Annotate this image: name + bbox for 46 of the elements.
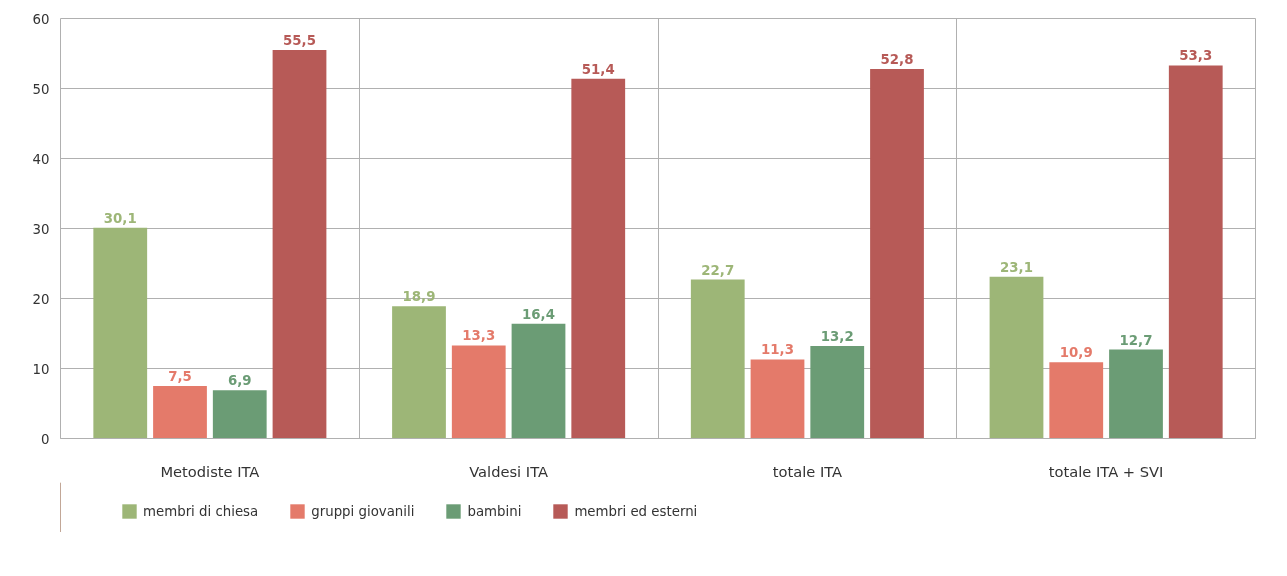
- y-tick-label: 30: [32, 221, 50, 237]
- data-label: 52,8: [880, 51, 914, 67]
- bar: [690, 279, 745, 439]
- data-label: 16,4: [522, 306, 555, 322]
- data-label: 10,9: [1059, 345, 1093, 361]
- data-label: 30,1: [103, 210, 137, 226]
- y-tick-label: 60: [32, 11, 50, 27]
- bar: [93, 227, 148, 439]
- x-tick-label: totale ITA + SVI: [1048, 462, 1164, 480]
- y-tick-label: 40: [32, 151, 50, 167]
- bar: [870, 68, 924, 439]
- data-label: 53,3: [1179, 48, 1213, 64]
- bar: [750, 359, 805, 439]
- bar: [1049, 362, 1104, 439]
- data-label: 22,7: [701, 262, 735, 278]
- bar: [989, 276, 1044, 439]
- y-tick-label: 20: [32, 291, 50, 307]
- bar: [1168, 65, 1223, 439]
- legend-label: membri ed esterni: [574, 503, 698, 519]
- y-tick-label: 50: [32, 81, 50, 97]
- data-label: 11,3: [761, 342, 794, 358]
- data-label: 6,9: [227, 373, 252, 389]
- bar: [272, 50, 327, 439]
- legend-label: membri di chiesa: [143, 503, 259, 519]
- legend-label: bambini: [467, 503, 522, 519]
- bar: [810, 346, 865, 439]
- data-label: 55,5: [283, 33, 316, 48]
- bar: [392, 306, 446, 439]
- x-tick-label: Metodiste ITA: [160, 462, 260, 480]
- bar: [1109, 349, 1163, 439]
- bar: [451, 345, 506, 439]
- data-label: 23,1: [1000, 259, 1033, 275]
- y-tick-label: 0: [41, 431, 50, 447]
- bar: [212, 390, 267, 439]
- y-tick-label: 10: [32, 361, 50, 377]
- bar: [511, 323, 566, 439]
- bar: [571, 78, 626, 439]
- legend-label: gruppi giovanili: [311, 503, 415, 519]
- data-label: 12,7: [1119, 332, 1153, 348]
- data-label: 13,3: [462, 328, 496, 344]
- data-label: 51,4: [581, 61, 615, 77]
- x-tick-label: Valdesi ITA: [469, 462, 549, 480]
- data-label: 7,5: [168, 369, 192, 384]
- data-label: 13,2: [820, 329, 854, 345]
- bar: [153, 386, 207, 439]
- x-tick-label: totale ITA: [772, 462, 843, 480]
